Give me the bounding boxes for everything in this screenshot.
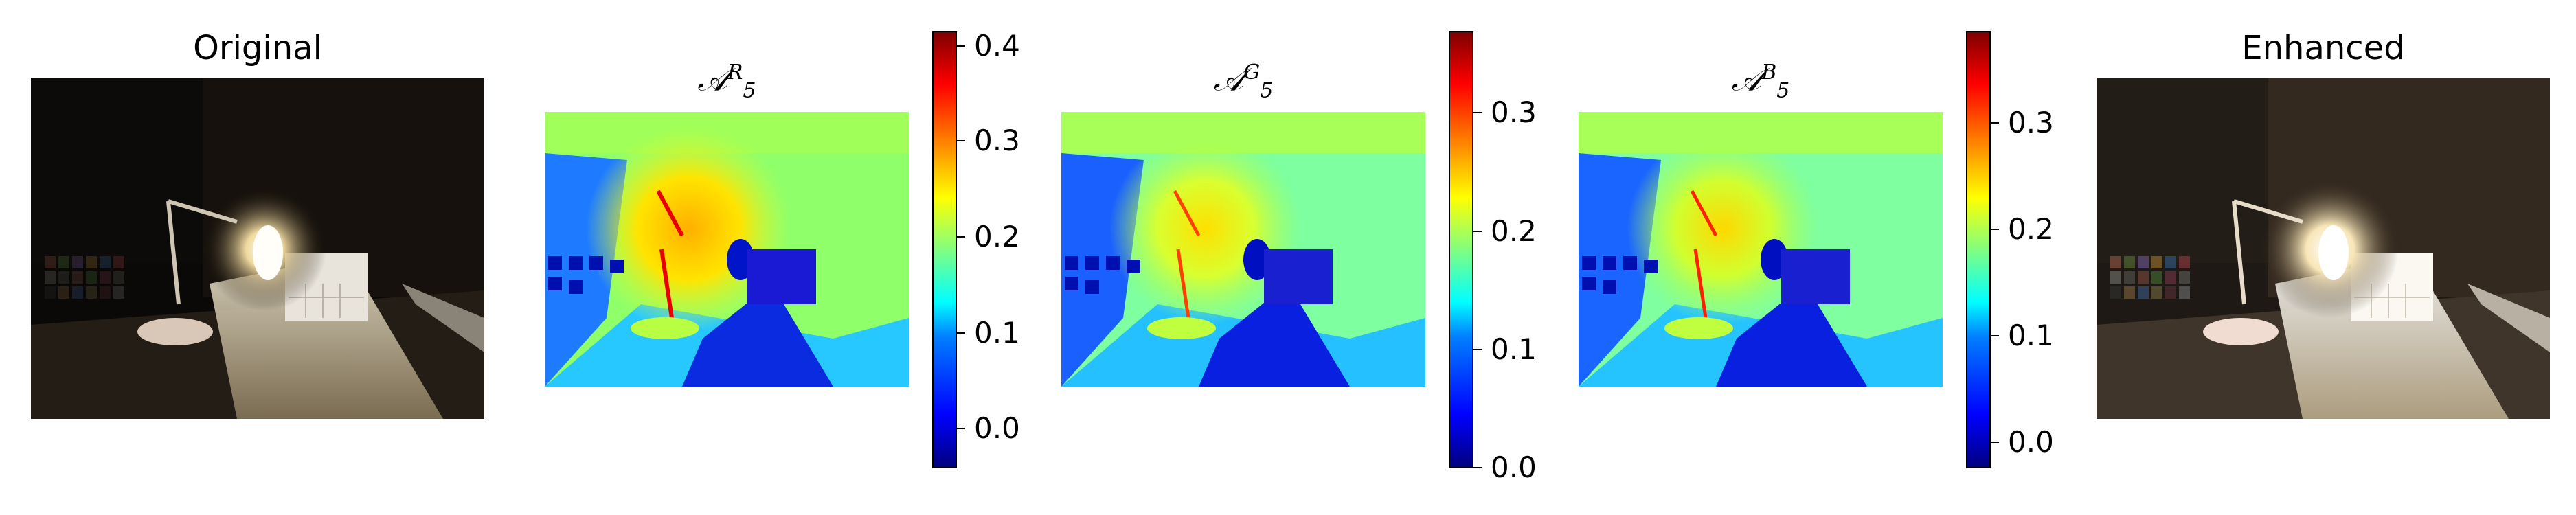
original-title: Original — [193, 29, 322, 67]
colorbar-r-ticklabel: 0.0 — [974, 411, 1020, 445]
colorbar-b-ticklabel: 0.2 — [2008, 212, 2054, 246]
colorbar-g — [1449, 31, 1473, 468]
colorbar-b-tick — [1989, 335, 1999, 336]
colorbar-r-ticklabel: 0.2 — [974, 220, 1020, 253]
map-g-image — [1061, 112, 1425, 387]
colorbar-g-ticklabel: 0.1 — [1491, 332, 1537, 366]
map-r-image — [545, 112, 909, 387]
colorbar-b-tick — [1989, 442, 1999, 443]
colorbar-g-tick — [1472, 231, 1482, 232]
map-b-title: 𝒜B5 — [1579, 60, 1943, 103]
map-g-symbol: 𝒜 — [1213, 60, 1244, 98]
colorbar-b-ticklabel: 0.0 — [2008, 425, 2054, 459]
original-image — [31, 78, 484, 419]
colorbar-g-tick — [1472, 349, 1482, 350]
enhanced-title: Enhanced — [2241, 29, 2405, 67]
map-r-title: 𝒜R5 — [545, 60, 909, 103]
colorbar-b — [1966, 31, 1991, 468]
map-b-symbol: 𝒜 — [1731, 60, 1762, 98]
colorbar-r — [932, 31, 957, 468]
colorbar-r-tick — [956, 236, 965, 238]
colorbar-r-ticklabel: 0.3 — [974, 124, 1020, 157]
colorbar-r-ticklabel: 0.1 — [974, 316, 1020, 350]
colorbar-g-ticklabel: 0.0 — [1491, 450, 1537, 484]
colorbar-r-tick — [956, 140, 965, 141]
map-g-sub: 5 — [1260, 78, 1274, 103]
map-g-title: 𝒜G5 — [1061, 60, 1425, 103]
colorbar-b-ticklabel: 0.1 — [2008, 319, 2054, 352]
colorbar-b-ticklabel: 0.3 — [2008, 106, 2054, 139]
map-b-sub: 5 — [1776, 78, 1790, 103]
enhanced-image — [2097, 78, 2550, 419]
colorbar-g-ticklabel: 0.2 — [1491, 214, 1537, 248]
colorbar-r-tick — [956, 428, 965, 429]
map-r-sup: R — [727, 60, 743, 84]
colorbar-b-tick — [1989, 122, 1999, 124]
map-r-symbol: 𝒜 — [697, 60, 727, 98]
map-b-sup: B — [1761, 60, 1777, 84]
colorbar-r-tick — [956, 332, 965, 334]
colorbar-r-tick — [956, 45, 965, 47]
colorbar-g-tick — [1472, 467, 1482, 468]
map-r-sub: 5 — [743, 78, 756, 103]
map-b-image — [1579, 112, 1943, 387]
map-g-sup: G — [1243, 60, 1261, 84]
colorbar-g-ticklabel: 0.3 — [1491, 95, 1537, 129]
colorbar-r-ticklabel: 0.4 — [974, 29, 1020, 62]
colorbar-b-tick — [1989, 229, 1999, 230]
colorbar-g-tick — [1472, 112, 1482, 113]
